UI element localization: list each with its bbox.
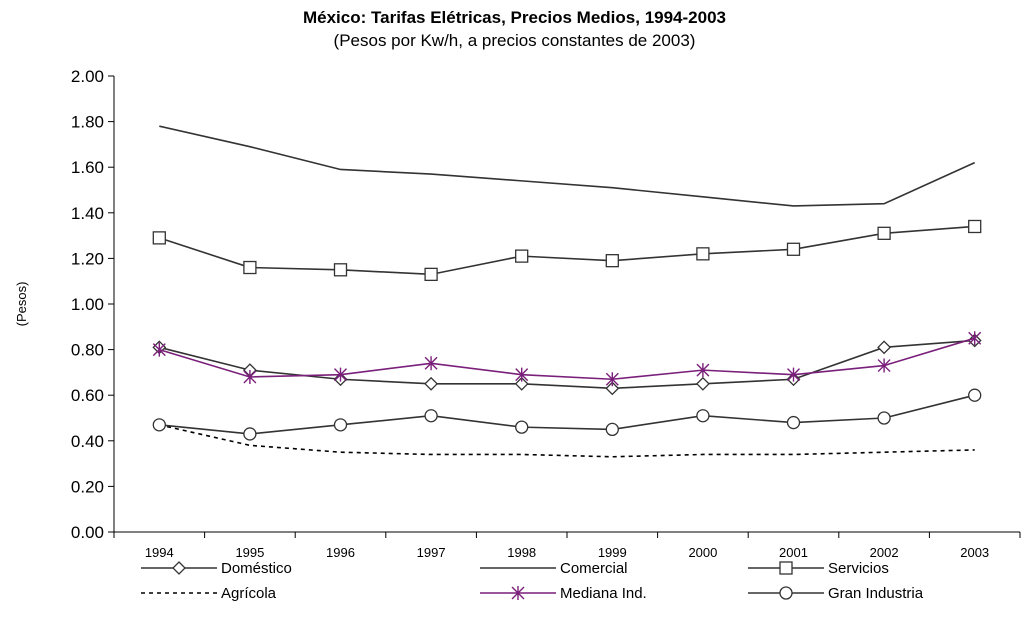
series-2 xyxy=(152,219,982,282)
legend-item: Comercial xyxy=(480,560,628,577)
x-tick-label: 1994 xyxy=(145,545,174,560)
legend-item: Agrícola xyxy=(141,585,277,602)
x-tick-label: 1996 xyxy=(326,545,355,560)
data-point-marker xyxy=(424,356,438,371)
series-line xyxy=(159,125,976,207)
chart-title: México: Tarifas Elétricas, Precios Medio… xyxy=(302,8,726,27)
y-tick-label: 0.00 xyxy=(71,523,104,542)
data-point-marker xyxy=(877,411,891,425)
series-line xyxy=(159,394,975,435)
x-tick-label: 1995 xyxy=(235,545,264,560)
legend-item: Servicios xyxy=(748,560,889,577)
data-point-marker xyxy=(515,249,529,263)
series-line xyxy=(159,225,975,276)
data-point-marker xyxy=(152,418,166,432)
data-point-marker xyxy=(243,260,257,275)
legend-item: Gran Industria xyxy=(748,585,924,602)
x-tick-label: 2000 xyxy=(688,545,717,560)
legend-label: Mediana Ind. xyxy=(560,585,647,602)
series-3 xyxy=(159,424,975,458)
chart-axes: 0.00 0.20 0.40 0.60 0.80 1.00 1.20 1.40 1.60 1.80… xyxy=(14,67,1021,560)
x-tick-label: 2003 xyxy=(960,545,989,560)
data-point-marker xyxy=(333,263,348,277)
legend-marker xyxy=(779,561,793,575)
series-4 xyxy=(152,331,982,387)
legend-label: Comercial xyxy=(560,560,628,577)
data-point-marker xyxy=(152,342,166,357)
y-tick-label: 0.20 xyxy=(71,477,104,496)
chart-legend: Doméstico Comercial Servicios Agrícola Media… xyxy=(141,560,924,602)
chart-subtitle: (Pesos por Kw/h, a precios constantes de… xyxy=(333,31,696,50)
data-point-marker xyxy=(243,427,257,441)
data-point-marker xyxy=(333,418,348,432)
data-point-marker xyxy=(786,415,801,430)
legend-label: Doméstico xyxy=(221,560,292,577)
series-line xyxy=(159,424,975,458)
y-tick-label: 1.80 xyxy=(71,113,104,132)
data-point-marker xyxy=(515,367,529,382)
data-point-marker xyxy=(695,376,710,391)
data-point-marker xyxy=(877,226,891,240)
y-tick-label: 0.60 xyxy=(71,386,104,405)
y-tick-label: 1.60 xyxy=(71,158,104,177)
data-point-marker xyxy=(424,409,438,423)
data-point-marker xyxy=(877,340,892,355)
legend-label: Agrícola xyxy=(221,585,277,602)
data-point-marker xyxy=(968,388,982,402)
data-point-marker xyxy=(968,219,982,234)
legend-label: Gran Industria xyxy=(828,585,924,602)
data-point-marker xyxy=(605,254,619,268)
x-tick-label: 1999 xyxy=(598,545,627,560)
data-point-marker xyxy=(243,369,257,384)
data-point-marker xyxy=(787,367,800,382)
legend-marker xyxy=(511,586,525,600)
data-point-marker xyxy=(968,331,982,346)
data-point-marker xyxy=(334,367,347,382)
data-point-marker xyxy=(877,358,891,373)
data-point-marker xyxy=(424,267,438,282)
y-tick-label: 1.20 xyxy=(71,249,104,268)
x-tick-label: 1998 xyxy=(507,545,536,560)
data-point-marker xyxy=(605,381,620,396)
y-tick-label: 1.40 xyxy=(71,204,104,223)
data-point-marker xyxy=(696,247,710,261)
data-point-marker xyxy=(605,422,619,437)
x-tick-label: 1997 xyxy=(417,545,446,560)
series-5 xyxy=(152,388,982,441)
data-point-marker xyxy=(696,363,710,378)
legend-item: Doméstico xyxy=(141,560,292,577)
data-point-marker xyxy=(515,420,529,434)
legend-marker xyxy=(779,586,793,600)
x-tick-label: 2002 xyxy=(870,545,899,560)
y-axis-label: (Pesos) xyxy=(14,282,29,327)
data-point-marker xyxy=(152,231,166,245)
y-tick-label: 1.00 xyxy=(71,295,104,314)
x-tick-label: 2001 xyxy=(779,545,808,560)
y-tick-label: 0.40 xyxy=(71,432,104,451)
data-point-marker xyxy=(696,409,710,423)
legend-item: Mediana Ind. xyxy=(480,585,647,602)
series-0 xyxy=(152,333,982,396)
series-1 xyxy=(159,125,976,207)
legend-marker xyxy=(172,561,186,575)
data-point-marker xyxy=(514,376,529,391)
legend-label: Servicios xyxy=(828,560,889,577)
y-tick-label: 0.80 xyxy=(71,341,104,360)
series-layer xyxy=(152,125,982,458)
data-point-marker xyxy=(605,372,619,387)
y-tick-label: 2.00 xyxy=(71,67,104,86)
data-point-marker xyxy=(786,242,801,256)
series-line xyxy=(159,337,975,381)
data-point-marker xyxy=(424,376,439,391)
series-line xyxy=(159,339,975,390)
